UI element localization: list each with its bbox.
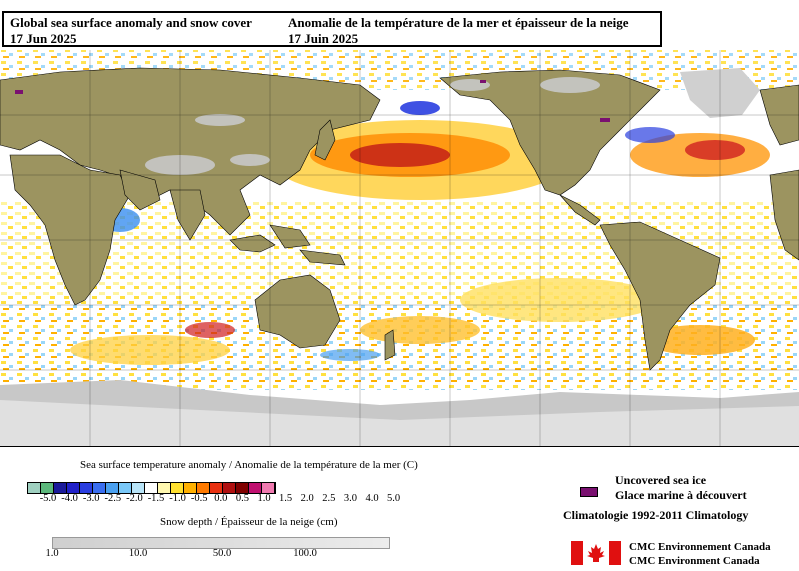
sst-swatch (132, 483, 145, 493)
legend-panel: Sea surface temperature anomaly / Anomal… (0, 447, 799, 571)
sst-tick-label: -3.0 (82, 493, 100, 504)
sst-swatch (262, 483, 275, 493)
sst-swatch (236, 483, 249, 493)
title-fr-date: 17 Juin 2025 (288, 31, 359, 46)
sst-tick-label: -0.5 (190, 493, 208, 504)
sst-tick-label: -1.5 (147, 493, 165, 504)
sst-swatch (93, 483, 106, 493)
title-box: Global sea surface anomaly and snow cove… (2, 11, 662, 47)
sst-swatch (197, 483, 210, 493)
sst-tick-label: 5.0 (387, 493, 401, 504)
ice-label-fr: Glace marine à découvert (615, 488, 747, 502)
snow-tick-label: 100.0 (293, 548, 317, 559)
snow-tick-label: 1.0 (45, 548, 59, 559)
sst-tick-label: 3.0 (343, 493, 357, 504)
sst-swatch (184, 483, 197, 493)
title-french: Anomalie de la température de la mer et … (288, 15, 628, 47)
sst-tick-label: 0.0 (214, 493, 228, 504)
sst-swatch (210, 483, 223, 493)
snow-colorbar (52, 537, 390, 549)
title-english: Global sea surface anomaly and snow cove… (10, 15, 252, 47)
climatology-label: Climatologie 1992-2011 Climatology (563, 508, 749, 522)
snow-tick-label: 50.0 (212, 548, 232, 559)
sst-swatch (106, 483, 119, 493)
sst-tick-label: -2.5 (104, 493, 122, 504)
sst-tick-label: -1.0 (169, 493, 186, 504)
sea-ice-swatch (580, 487, 598, 497)
sst-swatch (249, 483, 262, 493)
ice-label-en: Uncovered sea ice (615, 473, 707, 487)
sst-colorbar (27, 482, 276, 494)
sst-swatch (54, 483, 67, 493)
sst-swatch (223, 483, 236, 493)
sst-tick-label: 2.5 (322, 493, 336, 504)
sst-tick-label: 0.5 (235, 493, 249, 504)
sst-tick-label: 4.0 (365, 493, 379, 504)
snow-tick-label: 10.0 (128, 548, 148, 559)
sst-tick-labels: -5.0 -4.0 -3.0 -2.5 -2.0 -1.5 -1.0 -0.5 0.0 0.5 1.… (32, 493, 432, 505)
title-en-date: 17 Jun 2025 (10, 31, 77, 46)
title-en-line1: Global sea surface anomaly and snow cove… (10, 15, 252, 30)
sst-swatch (28, 483, 41, 493)
sst-tick-label: -4.0 (61, 493, 78, 504)
sst-swatch (145, 483, 158, 493)
sst-swatch (80, 483, 93, 493)
sst-swatch (158, 483, 171, 493)
sst-tick-label: -2.0 (126, 493, 143, 504)
sst-tick-label: 1.0 (257, 493, 271, 504)
sst-legend-title: Sea surface temperature anomaly / Anomal… (80, 459, 418, 471)
snow-tick-labels: 1.0 10.0 50.0 100.0 (45, 548, 392, 560)
sst-tick-label: -5.0 (39, 493, 57, 504)
sst-anomaly-map (0, 50, 799, 447)
snow-legend-title: Snow depth / Épaisseur de la neige (cm) (160, 516, 338, 528)
title-fr-line1: Anomalie de la température de la mer et … (288, 15, 629, 30)
sst-tick-label: 2.0 (300, 493, 314, 504)
canada-flag-icon (571, 541, 621, 565)
sst-swatch (67, 483, 80, 493)
sst-swatch (41, 483, 54, 493)
sst-swatch (171, 483, 184, 493)
sst-swatch (119, 483, 132, 493)
credit-fr: CMC Environnement Canada (629, 541, 771, 553)
sst-tick-label: 1.5 (279, 493, 293, 504)
credit-en: CMC Environment Canada (629, 555, 760, 567)
